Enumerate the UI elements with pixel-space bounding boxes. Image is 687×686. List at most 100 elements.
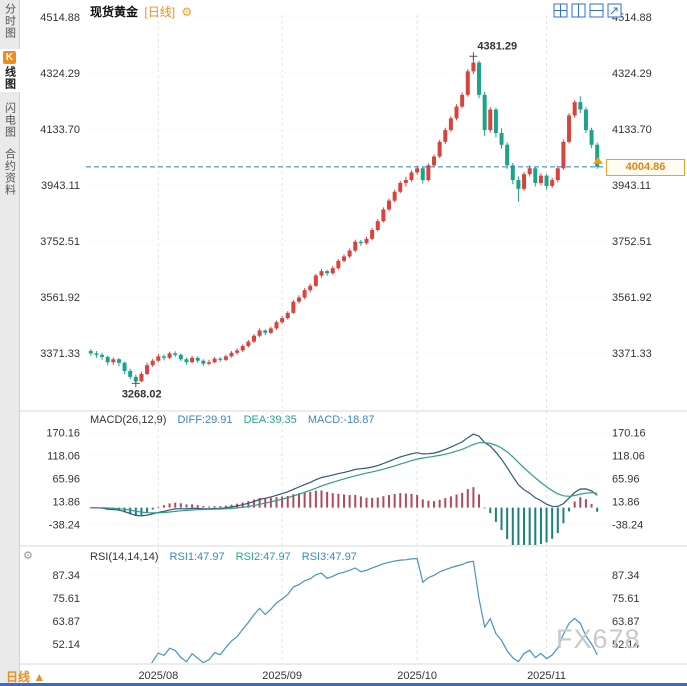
candle [589, 130, 594, 145]
macd-histogram-bar [230, 504, 233, 508]
rsi-settings-gear-icon[interactable]: ⚙ [23, 550, 33, 562]
candle [544, 175, 549, 186]
y-axis-label-right: 4324.29 [612, 68, 652, 80]
y-axis-label-left: 87.34 [52, 570, 80, 582]
macd-histogram-bar [382, 496, 385, 508]
candle [206, 362, 211, 364]
candle [100, 354, 105, 357]
settings-gear-icon[interactable]: ⚙ [181, 5, 193, 19]
candle [358, 241, 363, 244]
macd-histogram-bar [258, 497, 261, 508]
macd-histogram-bar [179, 503, 182, 508]
macd-header: MACD(26,12,9) DIFF:29.91 DEA:39.35 MACD:… [90, 414, 382, 426]
candle [482, 94, 487, 131]
sidebar-item-label: 分时图 [3, 3, 16, 39]
y-axis-label-right: 75.61 [612, 593, 640, 605]
y-axis-label-right: 3561.92 [612, 292, 652, 304]
macd-histogram-bar [579, 497, 582, 508]
chart-header: 现货黄金 [日线] ⚙ [90, 3, 192, 20]
macd-histogram-bar [556, 507, 559, 533]
macd-histogram-bar [129, 507, 132, 515]
macd-diff-readout: DIFF:29.91 [177, 414, 233, 426]
candle [257, 330, 262, 336]
candle [370, 229, 375, 239]
rsi-label: RSI(14,14,14) [90, 551, 159, 563]
macd-histogram-bar [500, 507, 503, 531]
macd-histogram-bar [483, 507, 486, 509]
macd-series [89, 433, 599, 545]
candle [538, 175, 543, 183]
y-axis-label-right: 13.86 [612, 497, 640, 509]
x-axis-label: 2025/08 [138, 670, 178, 682]
macd-histogram-bar [404, 493, 407, 508]
period-tag[interactable]: [日线] [144, 5, 176, 19]
candle [403, 180, 408, 183]
candle [375, 221, 380, 230]
candle [465, 71, 470, 95]
x-axis-label: 2025/09 [262, 670, 302, 682]
candle [561, 141, 566, 169]
macd-histogram-bar [590, 504, 593, 508]
y-axis-label-right: -38.24 [612, 520, 643, 532]
rsi3-readout: RSI3:47.97 [301, 551, 357, 563]
candle [313, 275, 318, 286]
macd-histogram-bar [275, 497, 278, 508]
instrument-title: 现货黄金 [90, 5, 139, 19]
candle [319, 271, 324, 276]
macd-histogram-bar [517, 507, 520, 545]
y-axis-label-left: 3371.33 [40, 348, 80, 360]
candle [567, 115, 572, 142]
macd-histogram-bar [326, 491, 329, 508]
macd-histogram-bar [134, 507, 137, 517]
sidebar-item-contract-info[interactable]: 合约资料 [2, 148, 18, 196]
candle [392, 191, 397, 201]
candle [527, 168, 532, 175]
y-axis-label-left: 3752.51 [40, 236, 80, 248]
macd-histogram-bar [202, 506, 205, 508]
y-axis-label-left: 75.61 [52, 593, 80, 605]
y-axis-label-right: 4133.70 [612, 124, 652, 136]
period-selector-button[interactable]: 日线 ▲ [6, 668, 45, 685]
candle [235, 350, 240, 353]
sidebar-item-lightning[interactable]: 闪电图 [2, 102, 18, 138]
candle [493, 109, 498, 134]
sidebar-item-timeshare[interactable]: 分时图 [2, 3, 18, 39]
low-price-annotation: 3268.02 [122, 388, 162, 400]
macd-histogram-bar [421, 499, 424, 508]
layout-quad-icon[interactable] [553, 3, 568, 18]
candle [443, 130, 448, 142]
candle [595, 144, 600, 167]
candle [415, 168, 420, 173]
candle [268, 328, 273, 333]
candle [336, 260, 341, 269]
sidebar-item-label: 合约资料 [3, 148, 16, 196]
macd-histogram-bar [511, 507, 514, 545]
sidebar-item-kline[interactable]: K 线图 [0, 49, 20, 92]
layout-split-vertical-icon[interactable] [571, 3, 586, 18]
candle [302, 290, 307, 298]
chevron-up-icon: ▲ [33, 670, 46, 684]
candle [240, 346, 245, 351]
open-new-window-icon[interactable] [607, 3, 622, 18]
latest-price-arrow-icon[interactable] [593, 156, 603, 164]
macd-histogram-bar [444, 498, 447, 508]
macd-histogram-bar [331, 493, 334, 508]
macd-histogram-bar [219, 506, 222, 508]
layout-split-horizontal-icon[interactable] [589, 3, 604, 18]
candle [116, 359, 121, 363]
candle [150, 360, 155, 366]
macd-label: MACD(26,12,9) [90, 414, 167, 426]
candle [139, 373, 144, 382]
macd-histogram-bar [309, 491, 312, 508]
macd-histogram-bar [427, 500, 430, 508]
macd-histogram-bar [472, 487, 475, 508]
candle [156, 356, 161, 361]
candle [274, 322, 279, 329]
macd-histogram-bar [438, 499, 441, 508]
y-axis-label-right: 118.06 [612, 451, 645, 463]
macd-histogram-bar [568, 507, 571, 512]
y-axis-label-right: 4514.88 [612, 12, 652, 24]
candle [522, 174, 527, 189]
macd-histogram-bar [224, 505, 227, 508]
